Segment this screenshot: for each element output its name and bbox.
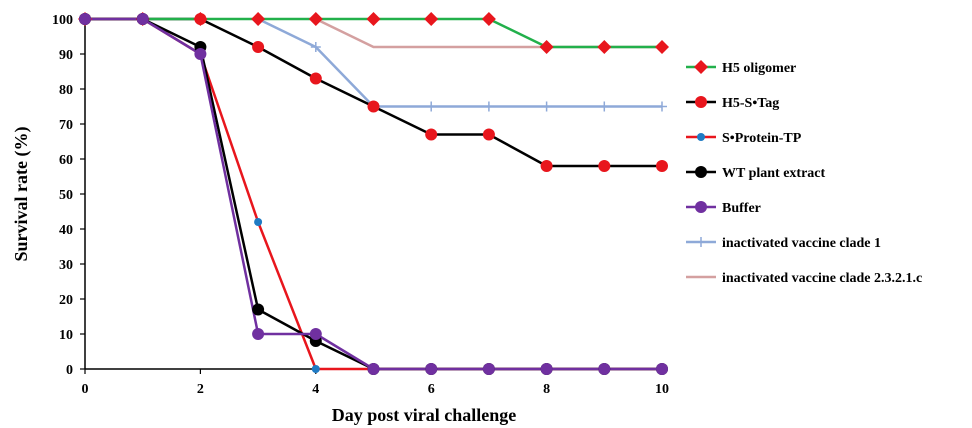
y-tick-label: 0: [66, 363, 73, 378]
plus-marker: [426, 101, 437, 112]
diamond-marker: [366, 12, 381, 26]
y-tick-label: 50: [59, 188, 73, 203]
y-tick-label: 70: [59, 118, 73, 133]
x-tick-label: 0: [82, 382, 89, 397]
circle-marker: [695, 201, 707, 213]
plus-marker: [483, 101, 494, 112]
diamond-marker: [694, 60, 708, 74]
circle-marker: [656, 363, 668, 375]
circle-marker: [252, 303, 265, 316]
diamond-marker: [655, 40, 669, 54]
diamond-marker: [539, 40, 554, 54]
legend-entry: inactivated vaccine clade 1: [686, 236, 881, 251]
circle-marker: [309, 328, 322, 340]
x-axis-title: Day post viral challenge: [332, 405, 517, 425]
circle-marker: [311, 365, 320, 373]
circle-marker: [598, 363, 611, 375]
legend-entry: inactivated vaccine clade 2.3.2.1.c: [686, 271, 922, 286]
circle-marker: [695, 166, 707, 178]
series-line: [85, 17, 662, 371]
x-tick-label: 2: [197, 382, 204, 397]
plus-marker: [696, 237, 706, 247]
x-ticks: 0 2 4 6 8 10: [82, 369, 669, 397]
legend-entry: Buffer: [686, 201, 761, 216]
legend-entry: H5 oligomer: [686, 60, 796, 76]
circle-marker: [425, 128, 438, 141]
circle-marker: [697, 133, 705, 141]
legend-entry: WT plant extract: [686, 166, 826, 181]
legend-label: H5-S•Tag: [722, 96, 779, 111]
circle-marker: [695, 96, 707, 108]
y-axis-title: Survival rate (%): [11, 127, 32, 262]
plus-marker: [541, 101, 552, 112]
circle-marker: [252, 41, 265, 53]
y-tick-label: 30: [59, 258, 73, 273]
series-lines: [85, 17, 662, 371]
circle-marker: [425, 363, 438, 375]
y-tick-label: 100: [52, 13, 73, 28]
circle-marker: [194, 48, 207, 60]
y-tick-label: 20: [59, 293, 73, 308]
legend-label: inactivated vaccine clade 1: [722, 236, 881, 251]
plus-marker: [310, 42, 321, 52]
diamond-marker: [308, 12, 323, 26]
diamond-marker: [597, 40, 612, 54]
diamond-marker: [424, 12, 439, 26]
diamond-marker: [481, 12, 496, 26]
x-tick-label: 8: [543, 382, 550, 397]
series-line: [257, 17, 662, 108]
circle-marker: [254, 218, 263, 226]
y-ticks: 0 10 20 30 40 50 60 70 80 90 100: [52, 13, 85, 378]
legend-label: S•Protein-TP: [722, 131, 802, 146]
x-tick-label: 10: [655, 382, 669, 397]
legend: H5 oligomer H5-S•Tag S•Protein-TP WT plant …: [686, 60, 922, 286]
y-tick-label: 40: [59, 223, 73, 238]
circle-marker: [367, 363, 380, 375]
legend-label: WT plant extract: [722, 166, 826, 181]
circle-marker: [598, 160, 611, 172]
circle-marker: [540, 160, 553, 172]
y-tick-label: 10: [59, 328, 73, 343]
circle-marker: [482, 128, 495, 141]
legend-label: inactivated vaccine clade 2.3.2.1.c: [722, 271, 922, 286]
circle-marker: [367, 100, 380, 113]
y-tick-label: 80: [59, 83, 73, 98]
series-line: [85, 17, 662, 371]
circle-marker: [136, 13, 149, 25]
series-line: [85, 17, 662, 371]
plus-marker: [657, 101, 667, 112]
circle-marker: [540, 363, 553, 375]
series-line: [85, 17, 662, 168]
plus-marker: [599, 101, 610, 112]
y-tick-label: 60: [59, 153, 73, 168]
legend-entry: S•Protein-TP: [686, 131, 802, 146]
x-tick-label: 6: [428, 382, 435, 397]
circle-marker: [79, 13, 91, 25]
axes: [84, 19, 662, 370]
circle-marker: [309, 72, 322, 85]
x-tick-label: 4: [312, 382, 319, 397]
legend-label: H5 oligomer: [722, 61, 796, 76]
series-markers: [78, 12, 669, 375]
legend-label: Buffer: [722, 201, 761, 216]
circle-marker: [656, 160, 668, 172]
legend-entry: H5-S•Tag: [686, 96, 779, 111]
diamond-marker: [251, 12, 266, 26]
diamond-marker: [193, 12, 208, 26]
circle-marker: [482, 363, 495, 375]
y-tick-label: 90: [59, 48, 73, 63]
circle-marker: [252, 328, 265, 340]
